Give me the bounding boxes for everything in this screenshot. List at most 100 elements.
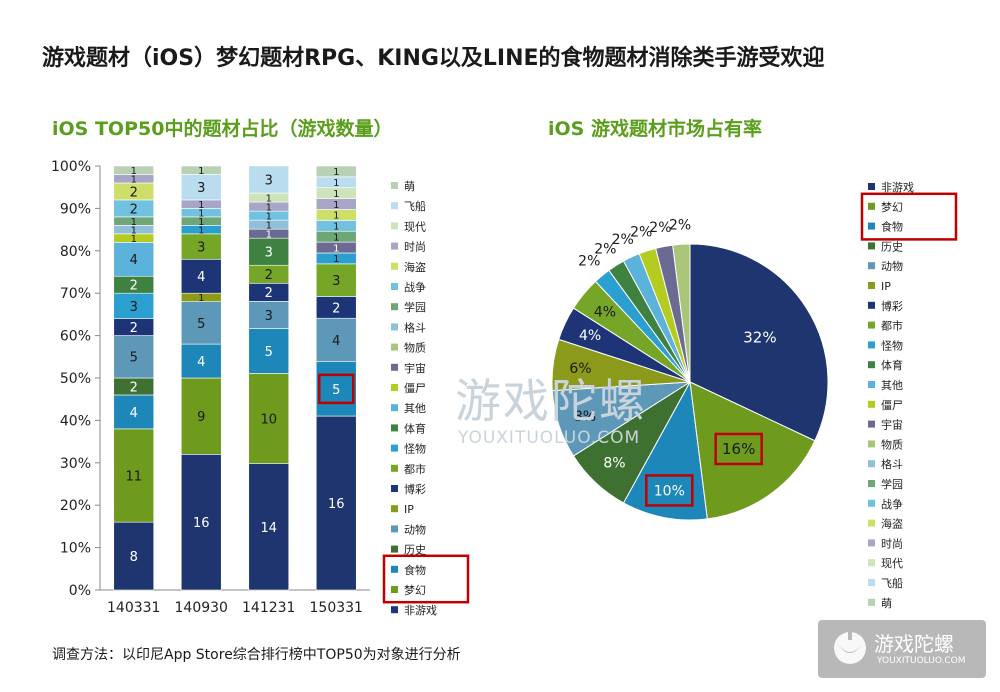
legend-label: IP	[404, 503, 414, 516]
bar-value-label: 2	[130, 321, 138, 336]
legend-label: 非游戏	[881, 181, 914, 194]
bar-value-label: 1	[333, 222, 339, 233]
brand-logo-url: YOUXITUOLUO.COM	[877, 656, 966, 666]
legend-swatch	[391, 464, 398, 472]
legend-label: 现代	[881, 557, 903, 570]
legend-label: 战争	[404, 280, 426, 294]
legend-label: 历史	[881, 240, 903, 253]
legend-swatch	[868, 460, 875, 468]
bar-segment-梦幻	[180, 377, 222, 455]
bar-value-label: 1	[333, 254, 339, 265]
legend-swatch	[391, 444, 398, 452]
legend-label: 海盗	[404, 260, 426, 274]
legend-label: 怪物	[404, 442, 426, 456]
bar-value-label: 4	[332, 334, 340, 349]
legend-swatch	[868, 321, 875, 329]
legend-label: 学园	[404, 300, 426, 314]
legend-swatch	[391, 182, 398, 189]
bar-segment-博彩	[180, 258, 222, 294]
legend-label: 格斗	[881, 457, 903, 471]
bar-value-label: 2	[265, 286, 273, 301]
legend-label: IP	[881, 280, 891, 293]
brand-logo-text: 游戏陀螺	[874, 632, 954, 656]
legend-label: 萌	[881, 596, 892, 610]
bar-value-label: 5	[332, 383, 340, 398]
legend-swatch	[868, 598, 875, 606]
legend-swatch	[868, 282, 875, 289]
legend-swatch	[868, 381, 875, 388]
legend-label: 僵尸	[404, 382, 426, 395]
legend-label: 时尚	[881, 536, 903, 550]
pie-slice-label: 32%	[743, 329, 776, 347]
bar-value-label: 16	[328, 497, 345, 512]
legend-label: 现代	[404, 220, 426, 233]
legend-label: 物质	[404, 341, 426, 355]
bar-value-label: 4	[197, 355, 205, 370]
bar-value-label: 1	[131, 166, 137, 177]
legend-swatch	[391, 424, 398, 432]
legend-label: 学园	[881, 477, 903, 491]
bar-value-label: 3	[265, 173, 273, 188]
legend-label: 飞船	[881, 576, 903, 590]
legend-swatch	[391, 565, 398, 573]
bar-value-label: 1	[198, 217, 204, 228]
bar-value-label: 8	[130, 550, 138, 565]
y-tick-label: 40%	[60, 413, 91, 429]
legend-swatch	[868, 559, 875, 567]
bar-segment-非游戏	[315, 415, 357, 591]
legend-label: 战争	[881, 497, 903, 511]
legend-label: 食物	[881, 220, 903, 234]
legend-swatch	[391, 404, 398, 412]
legend-swatch	[868, 301, 875, 309]
legend-label: 宇宙	[881, 418, 903, 432]
legend-highlight-box	[382, 554, 470, 604]
bar-value-label: 2	[130, 185, 138, 200]
bar-value-label: 5	[197, 317, 205, 332]
legend-swatch	[868, 400, 875, 408]
legend-label: 其他	[404, 402, 426, 415]
bar-segment-飞船	[248, 165, 290, 194]
bar-chart-title: iOS TOP50中的题材占比（游戏数量）	[52, 118, 393, 140]
legend-swatch	[868, 420, 875, 428]
legend-swatch	[868, 579, 875, 586]
pie-slice-label: 2%	[578, 253, 600, 269]
bar-value-label: 3	[332, 274, 340, 289]
bar-value-label: 2	[332, 301, 340, 316]
legend-swatch	[868, 242, 875, 250]
bar-value-label: 1	[333, 167, 339, 178]
pie-slice-label: 16%	[722, 440, 755, 458]
bar-value-label: 4	[130, 406, 138, 421]
bar-value-label: 1	[333, 200, 339, 211]
bar-value-label: 4	[197, 270, 205, 285]
legend-label: 梦幻	[881, 201, 903, 214]
x-tick-label: 140930	[175, 600, 228, 616]
legend-label: 博彩	[881, 300, 903, 313]
bar-segment-动物	[180, 301, 222, 345]
bar-value-label: 1	[131, 234, 137, 245]
bar-segment-其他	[113, 242, 155, 277]
pie-slice-物质	[672, 243, 691, 383]
bar-segment-非游戏	[248, 463, 290, 591]
bar-segment-非游戏	[113, 521, 155, 591]
legend-swatch	[391, 202, 398, 210]
legend-swatch	[868, 480, 875, 487]
legend-swatch	[868, 341, 875, 349]
legend-swatch	[868, 499, 875, 507]
legend-highlight-box	[860, 192, 958, 241]
pie-slice-label: 4%	[594, 305, 616, 321]
bar-value-label: 10	[260, 413, 277, 428]
legend-label: 历史	[404, 544, 426, 557]
bar-value-label: 1	[131, 225, 137, 236]
bar-value-label: 1	[333, 243, 339, 254]
bar-value-label: 1	[198, 208, 204, 219]
y-tick-label: 20%	[60, 498, 91, 514]
bar-value-label: 3	[197, 181, 205, 196]
bar-value-label: 1	[266, 202, 272, 213]
legend-swatch	[868, 183, 875, 190]
bar-segment-都市	[315, 263, 357, 297]
pie-slice-label: 6%	[569, 361, 591, 377]
legend-swatch	[391, 586, 398, 593]
y-tick-label: 10%	[60, 541, 91, 557]
legend-label: 体育	[881, 358, 903, 372]
bar-value-label: 1	[333, 211, 339, 222]
